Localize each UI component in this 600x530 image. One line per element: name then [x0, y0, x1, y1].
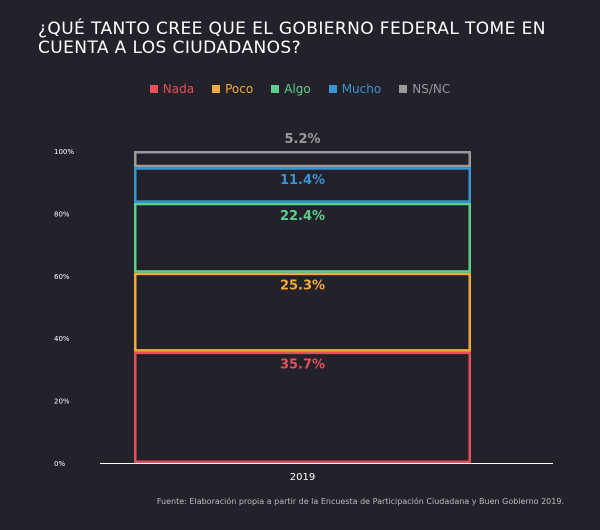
y-tick-label: 80% [54, 210, 70, 218]
legend-swatch-nada [149, 85, 158, 93]
y-tick-label: 40% [54, 335, 70, 343]
x-category-label: 2019 [290, 472, 315, 483]
data-label-nada: 35.7% [280, 358, 325, 373]
legend-swatch-poco [212, 85, 221, 93]
legend-label-algo: Algo [284, 82, 311, 96]
legend-label-nada: Nada [162, 82, 195, 96]
legend-swatch-nsnc [399, 85, 408, 93]
legend-item-mucho: Mucho [328, 80, 382, 98]
data-label-algo: 22.4% [280, 209, 325, 224]
data-label-poco: 25.3% [280, 279, 325, 294]
legend-swatch-algo [271, 85, 280, 93]
legend-item-algo: Algo [271, 80, 311, 98]
data-label-ns-nc: 5.2% [284, 132, 320, 147]
legend: Nada Poco Algo Mucho NS/NC [0, 80, 600, 98]
chart-title: ¿QUÉ TANTO CREE QUE EL GOBIERNO FEDERAL … [38, 19, 546, 58]
bar-segment-poco [134, 272, 471, 352]
legend-label-poco: Poco [225, 82, 254, 96]
y-tick-label: 0% [54, 460, 65, 468]
legend-item-poco: Poco [212, 80, 253, 98]
legend-item-nada: Nada [149, 80, 195, 98]
bar-segment-algo [134, 202, 471, 273]
legend-label-mucho: Mucho [341, 82, 382, 96]
legend-label-nsnc: NS/NC [412, 82, 451, 96]
bar-segment-ns-nc [134, 151, 471, 168]
bar-segment-nada [134, 351, 471, 463]
source-note: Fuente: Elaboración propia a partir de l… [156, 497, 564, 506]
y-tick-label: 60% [54, 273, 70, 281]
legend-swatch-mucho [328, 85, 337, 93]
data-label-mucho: 11.4% [280, 173, 325, 188]
y-tick-label: 20% [54, 398, 70, 406]
bar-segment-mucho [134, 167, 471, 203]
legend-item-nsnc: NS/NC [399, 80, 450, 98]
y-tick-label: 100% [54, 148, 74, 156]
